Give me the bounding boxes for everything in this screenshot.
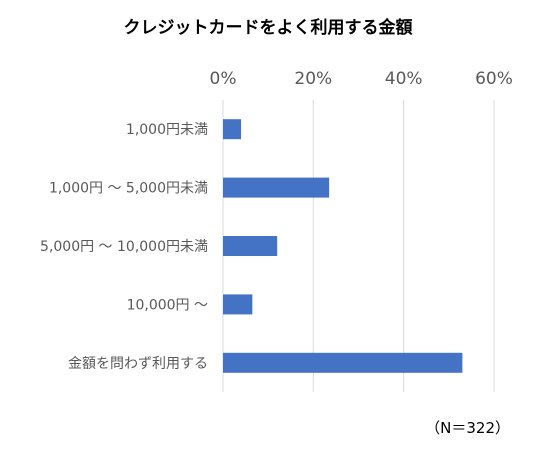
bar-3: [223, 236, 278, 256]
bar-2: [223, 177, 330, 198]
chart-title: クレジットカードをよく利用する金額: [124, 17, 413, 38]
category-label: 1,000円 ～ 5,000円未満: [49, 181, 208, 197]
bar-4: [223, 294, 253, 315]
x-tick-label: 0%: [210, 69, 237, 89]
x-tick-label: 60%: [475, 69, 513, 89]
sample-size-note: （N＝322）: [425, 419, 510, 437]
bar-1: [223, 119, 242, 140]
x-tick-label: 40%: [385, 69, 423, 89]
category-label: 10,000円 ～: [127, 297, 208, 313]
category-labels: 1,000円未満 1,000円 ～ 5,000円未満 5,000円 ～ 10,000…: [40, 122, 208, 372]
bars: [223, 119, 463, 373]
x-tick-label: 20%: [294, 69, 332, 89]
category-label: 5,000円 ～ 10,000円未満: [40, 239, 208, 255]
x-axis-ticks: 0% 20% 40% 60%: [210, 69, 513, 89]
category-label: 1,000円未満: [126, 122, 208, 138]
bar-5: [223, 352, 463, 373]
category-label: 金額を問わず利用する: [68, 356, 208, 372]
